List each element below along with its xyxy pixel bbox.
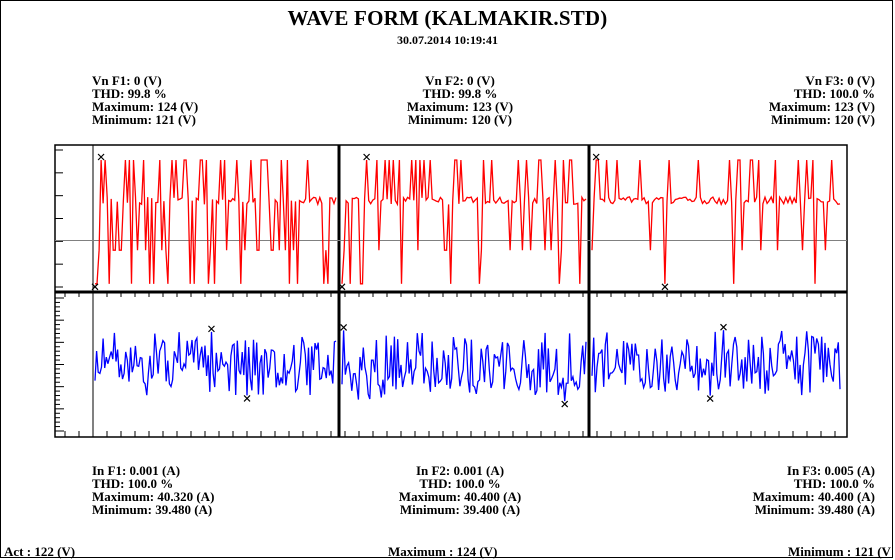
series-line-vn-f1: [95, 159, 337, 285]
voltage-max-f2: Maximum: 123 (V): [406, 99, 514, 114]
voltage-min-f3: Minimum: 120 (V): [771, 112, 875, 127]
voltage-thd-f2: THD: 99.8 %: [422, 86, 498, 101]
voltage-name-f1: Vn F1: 0 (V): [92, 73, 162, 88]
voltage-name-f2: Vn F2: 0 (V): [425, 73, 495, 88]
current-info-f3: In F3: 0.005 (A) THD: 100.0 % Maximum: 4…: [753, 464, 875, 516]
voltage-max-f1: Maximum: 124 (V): [92, 99, 199, 114]
min-marker: [243, 395, 251, 402]
min-marker: [661, 283, 669, 291]
current-max-f1: Maximum: 40.320 (A): [92, 489, 215, 504]
series-line-vn-f2: [341, 159, 587, 285]
series-line-in-f1: [94, 331, 337, 396]
min-marker: [706, 395, 714, 403]
max-marker: [208, 325, 215, 333]
current-name-f2: In F2: 0.001 (A): [415, 463, 505, 478]
voltage-info-f3: Vn F3: 0 (V) THD: 100.0 % Maximum: 123 (…: [769, 74, 875, 126]
max-marker: [340, 323, 348, 331]
current-thd-f1: THD: 100.0 %: [92, 476, 174, 491]
voltage-min-f1: Minimum: 121 (V): [92, 112, 196, 127]
max-marker: [97, 153, 105, 161]
current-name-f1: In F1: 0.001 (A): [92, 463, 181, 478]
footer-minimum: Minimum : 121 (V: [788, 544, 891, 559]
min-marker: [338, 283, 346, 291]
footer-act: Act : 122 (V): [4, 544, 76, 559]
current-info-f1: In F1: 0.001 (A) THD: 100.0 % Maximum: 4…: [92, 464, 214, 516]
current-info-f2: In F2: 0.001 (A) THD: 100.0 % Maximum: 4…: [370, 464, 550, 516]
current-max-f3: Maximum: 40.400 (A): [752, 489, 875, 504]
max-marker: [592, 153, 600, 161]
min-marker: [561, 400, 569, 408]
voltage-info-f1: Vn F1: 0 (V) THD: 99.8 % Maximum: 124 (V…: [92, 74, 198, 126]
current-min-f2: Minimum: 39.400 (A): [399, 502, 521, 517]
voltage-min-f2: Minimum: 120 (V): [408, 112, 512, 127]
voltage-max-f3: Maximum: 123 (V): [768, 99, 875, 114]
voltage-thd-f3: THD: 100.0 %: [793, 86, 875, 101]
current-thd-f2: THD: 100.0 %: [419, 476, 501, 491]
chart-title: WAVE FORM (KALMAKIR.STD): [287, 6, 608, 30]
voltage-thd-f1: THD: 99.8 %: [92, 86, 167, 101]
footer-maximum: Maximum : 124 (V): [388, 544, 498, 559]
max-marker: [720, 323, 727, 331]
series-line-vn-f3: [591, 159, 841, 284]
series-line-in-f2: [341, 330, 587, 402]
chart-datetime: 30.07.2014 10:19:41: [397, 33, 498, 47]
current-thd-f3: THD: 100.0 %: [793, 476, 875, 491]
min-marker: [91, 283, 99, 291]
current-min-f3: Minimum: 39.480 (A): [754, 502, 875, 517]
current-min-f1: Minimum: 39.480 (A): [92, 502, 213, 517]
series-line-in-f3: [591, 330, 841, 396]
max-marker: [363, 153, 371, 161]
current-name-f3: In F3: 0.005 (A): [786, 463, 875, 478]
current-max-f2: Maximum: 40.400 (A): [398, 489, 522, 504]
voltage-name-f3: Vn F3: 0 (V): [805, 73, 875, 88]
voltage-info-f2: Vn F2: 0 (V) THD: 99.8 % Maximum: 123 (V…: [380, 74, 540, 126]
